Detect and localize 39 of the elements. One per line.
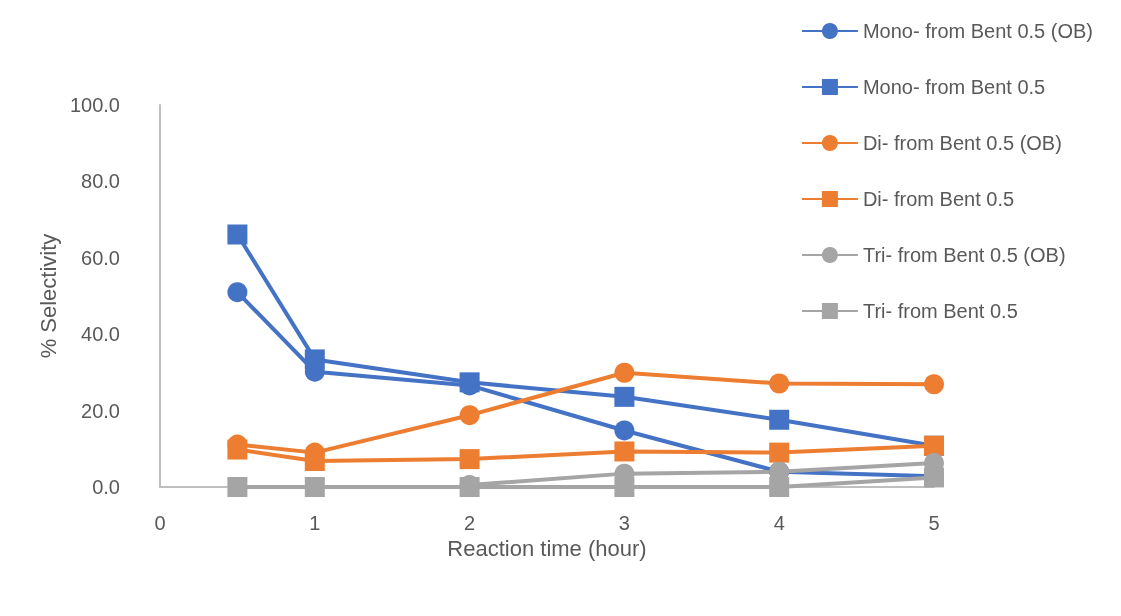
point xyxy=(227,282,248,303)
point xyxy=(304,349,325,370)
x-tick-label: 2 xyxy=(464,512,476,534)
y-tick-label: 80.0 xyxy=(81,170,120,193)
x-tick-label: 4 xyxy=(773,512,785,534)
legend-label: Di- from Bent 0.5 (OB) xyxy=(862,132,1062,154)
point xyxy=(304,477,325,497)
x-tick-label: 5 xyxy=(928,512,940,534)
point xyxy=(614,362,635,383)
legend-label: Mono- from Bent 0.5 xyxy=(862,76,1046,98)
point xyxy=(769,477,790,497)
point xyxy=(924,374,944,395)
y-tick-label: 40.0 xyxy=(81,323,120,346)
point xyxy=(227,224,248,245)
x-tick-label: 0 xyxy=(154,512,166,534)
point xyxy=(614,477,635,497)
y-tick-label: 60.0 xyxy=(81,246,120,269)
legend-label: Tri- from Bent 0.5 xyxy=(862,300,1018,322)
legend-label: Di- from Bent 0.5 xyxy=(862,188,1015,210)
legend-label: Mono- from Bent 0.5 (OB) xyxy=(862,20,1093,42)
x-tick-label: 3 xyxy=(618,512,630,534)
legend-label: Tri- from Bent 0.5 (OB) xyxy=(862,244,1066,266)
point xyxy=(614,386,635,407)
point xyxy=(459,405,480,426)
point xyxy=(769,409,790,430)
point xyxy=(304,451,325,472)
point xyxy=(614,420,635,441)
x-tick-label: 1 xyxy=(309,512,321,534)
y-tick-label: 100.0 xyxy=(69,94,120,116)
y-tick-label: 20.0 xyxy=(81,399,120,422)
y-axis-title: % Selectivity xyxy=(35,233,61,359)
point xyxy=(769,373,790,394)
y-tick-label: 0.0 xyxy=(92,476,120,498)
point xyxy=(227,439,248,460)
x-axis-title: Reaction time (hour) xyxy=(447,536,647,562)
point xyxy=(769,442,790,463)
point xyxy=(227,477,248,497)
point xyxy=(459,449,480,470)
point xyxy=(614,441,635,462)
